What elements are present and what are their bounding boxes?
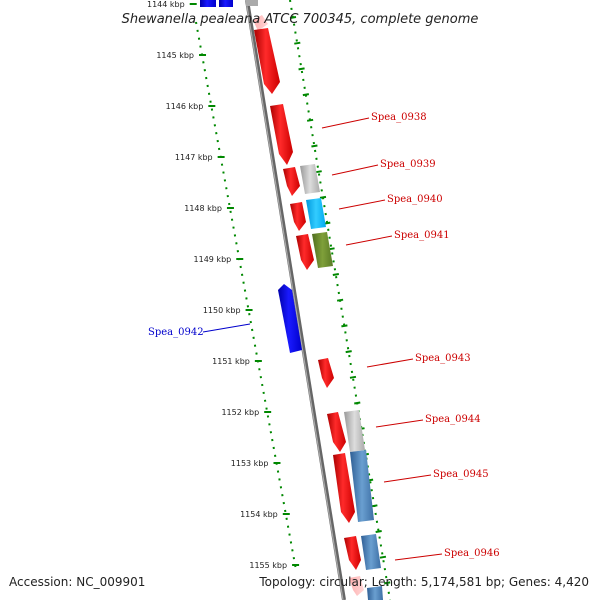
- guide-dash: [379, 555, 387, 559]
- gene-feature[interactable]: [296, 234, 314, 270]
- kbp-tick-label: 1147 kbp: [175, 153, 213, 162]
- gene-label-spea-0938[interactable]: Spea_0938: [371, 112, 427, 123]
- guide-dash: [354, 401, 361, 405]
- left-guide-line: [195, 21, 297, 571]
- gene-feature[interactable]: [270, 104, 293, 165]
- kbp-tick-label: 1151 kbp: [212, 357, 250, 366]
- guide-dash: [375, 530, 382, 533]
- kbp-tick-label: 1149 kbp: [194, 255, 232, 264]
- kbp-tick-label: 1145 kbp: [156, 51, 194, 60]
- gene-label-spea-0940[interactable]: Spea_0940: [387, 194, 443, 205]
- gene-feature[interactable]: [327, 412, 346, 452]
- gene-label-spea-0943[interactable]: Spea_0943: [415, 353, 471, 364]
- guide-dash: [294, 41, 301, 45]
- gene-leader-line: [321, 117, 370, 129]
- gene-feature[interactable]: [344, 536, 361, 570]
- gene-feature[interactable]: [367, 586, 383, 600]
- guide-dash: [384, 581, 391, 585]
- kbp-tick-label: 1153 kbp: [231, 459, 269, 468]
- kbp-tick-label: 1146 kbp: [166, 102, 204, 111]
- gene-leader-line: [383, 474, 432, 483]
- gene-label-spea-0941[interactable]: Spea_0941: [394, 230, 450, 241]
- gene-leader-line: [202, 323, 251, 333]
- gene-leader-line: [366, 358, 414, 368]
- gene-feature[interactable]: [300, 164, 320, 194]
- gene-feature[interactable]: [349, 576, 364, 596]
- gene-feature[interactable]: [283, 167, 300, 196]
- guide-dash: [349, 375, 357, 379]
- kbp-tick-label: 1148 kbp: [184, 204, 222, 213]
- gene-leader-line: [338, 199, 386, 210]
- gene-features[interactable]: [200, 0, 383, 600]
- gene-feature[interactable]: [312, 232, 333, 268]
- kbp-tick-label: 1154 kbp: [240, 510, 278, 519]
- gene-feature[interactable]: [246, 0, 258, 6]
- topology-text: Topology: circular; Length: 5,174,581 bp…: [258, 575, 589, 589]
- gene-feature[interactable]: [350, 450, 374, 522]
- kbp-tick-label: 1144 kbp: [147, 0, 185, 9]
- guide-dash: [341, 324, 348, 328]
- guide-dash: [336, 298, 344, 302]
- kbp-ticks: 1144 kbp 1145 kbp 1146 kbp 1147 kbp 1148 kbp…: [147, 0, 300, 570]
- backbone: [245, 0, 346, 600]
- gene-feature[interactable]: [361, 534, 381, 570]
- gene-leader-line: [375, 419, 424, 428]
- gene-feature[interactable]: [200, 0, 216, 7]
- accession-text: Accession: NC_009901: [9, 575, 145, 589]
- gene-labels[interactable]: Spea_0938 Spea_0939 Spea_0940 Spea_0941 Spea…: [148, 112, 500, 561]
- gene-feature[interactable]: [254, 28, 280, 94]
- gene-label-spea-0946[interactable]: Spea_0946: [444, 548, 500, 559]
- gene-feature[interactable]: [219, 0, 233, 7]
- gene-label-spea-0944[interactable]: Spea_0944: [425, 414, 481, 425]
- kbp-tick-label: 1155 kbp: [249, 561, 287, 570]
- kbp-tick-label: 1152 kbp: [221, 408, 259, 417]
- page-title: Shewanella pealeana ATCC 700345, complet…: [122, 12, 479, 27]
- guide-dash: [289, 16, 297, 19]
- guide-dash: [298, 67, 305, 71]
- gene-feature[interactable]: [318, 358, 334, 388]
- gene-feature[interactable]: [290, 202, 306, 231]
- guide-dash: [319, 195, 327, 199]
- guide-dash: [306, 118, 314, 122]
- gene-leader-line: [394, 553, 443, 561]
- gene-feature[interactable]: [344, 410, 365, 452]
- gene-feature[interactable]: [333, 453, 355, 523]
- gene-feature[interactable]: [278, 284, 302, 353]
- gene-label-spea-0939[interactable]: Spea_0939: [380, 159, 436, 170]
- guide-dash: [315, 170, 322, 174]
- guide-dash: [345, 350, 352, 354]
- gene-label-spea-0942[interactable]: Spea_0942: [148, 327, 204, 338]
- gene-feature[interactable]: [253, 15, 268, 31]
- track-guides: [195, 0, 391, 600]
- kbp-tick-label: 1150 kbp: [203, 306, 241, 315]
- gene-leader-line: [331, 164, 379, 176]
- gene-label-spea-0945[interactable]: Spea_0945: [433, 469, 489, 480]
- gene-leader-line: [345, 235, 393, 246]
- guide-dash: [302, 93, 310, 97]
- guide-dash: [311, 144, 318, 148]
- guide-dash: [332, 273, 339, 276]
- gene-feature[interactable]: [306, 198, 326, 229]
